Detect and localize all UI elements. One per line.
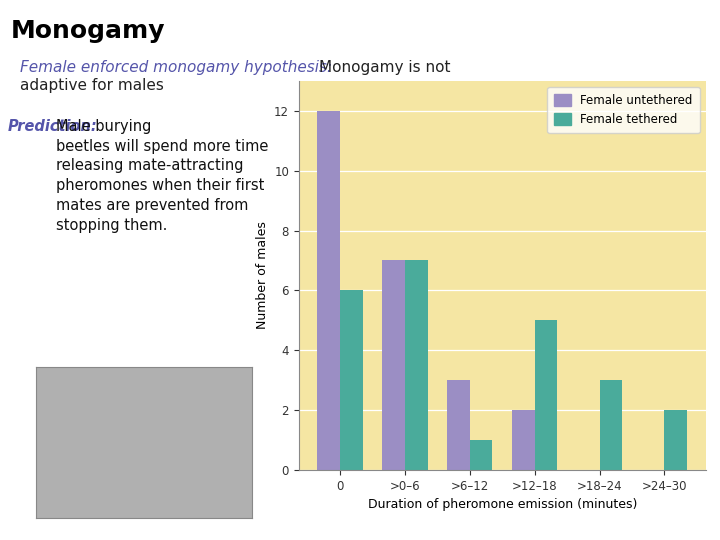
Bar (600, 380, 622, 470)
X-axis label: Duration of pheromone emission (minutes): Duration of pheromone emission (minutes) (367, 498, 637, 511)
Y-axis label: Number of males: Number of males (256, 221, 269, 329)
Legend: Female untethered, Female tethered: Female untethered, Female tethered (547, 87, 700, 133)
Text: Monogamy is not: Monogamy is not (319, 60, 451, 76)
Text: Monogamy: Monogamy (11, 19, 166, 43)
Bar (405, 260, 428, 470)
Text: Female enforced monogamy hypothesis:: Female enforced monogamy hypothesis: (20, 60, 333, 76)
Bar (665, 410, 687, 470)
Text: Male burying
beetles will spend more time
releasing mate-attracting
pheromones w: Male burying beetles will spend more tim… (56, 119, 269, 233)
Bar (382, 260, 405, 470)
Bar (318, 111, 340, 470)
Text: adaptive for males: adaptive for males (20, 78, 164, 93)
Bar (512, 410, 535, 470)
Text: Prediction:: Prediction: (7, 119, 97, 134)
Bar (535, 320, 557, 470)
Bar (469, 440, 492, 470)
Bar (447, 380, 469, 470)
Bar (340, 291, 363, 470)
